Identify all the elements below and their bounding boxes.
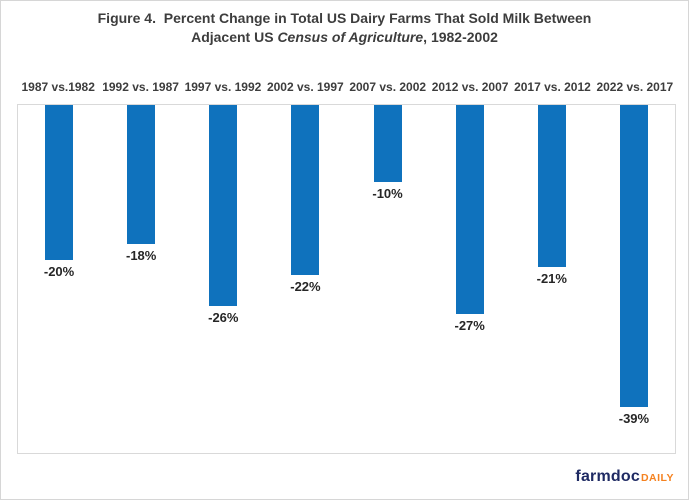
bar-value-label: -21%: [536, 271, 567, 287]
bar: [291, 105, 320, 276]
logo-daily-text: DAILY: [640, 472, 674, 484]
bar: [537, 105, 566, 268]
logo-farmdoc-text: farmdoc: [575, 468, 640, 485]
bar-value-label: -20%: [43, 263, 75, 279]
chart-title-line2-prefix: Adjacent US: [191, 28, 278, 45]
category-label: 2012 vs. 2007: [431, 80, 509, 94]
bar-slot: -22%: [264, 105, 346, 453]
category-label: 2007 vs. 2002: [349, 80, 427, 94]
bar-value-label: -18%: [126, 248, 157, 264]
bar-slot: -21%: [511, 105, 593, 453]
bar: [209, 105, 238, 307]
plot-area: -20% -18% -26% -22% -10% -27% -21% -39%: [17, 104, 676, 454]
bar-value-label: -10%: [372, 186, 403, 202]
bar: [455, 105, 484, 314]
bar-slot: -39%: [593, 105, 675, 453]
bar-value-label: -22%: [290, 279, 321, 295]
category-label: 2002 vs. 1997: [266, 80, 344, 94]
bar-slot: -20%: [18, 105, 100, 453]
bar: [45, 105, 74, 260]
bar: [127, 105, 156, 245]
bar-slot: -26%: [182, 105, 264, 453]
bar-value-label: -27%: [454, 317, 485, 333]
chart-title-line1: Figure 4. Percent Change in Total US Dai…: [97, 10, 592, 26]
chart-title-line2-suffix: , 1982-2002: [423, 28, 498, 45]
bar-slot: -10%: [347, 105, 429, 453]
bar: [373, 105, 402, 183]
bar-value-label: -26%: [208, 310, 239, 326]
bar-slot: -18%: [100, 105, 182, 453]
bar: [619, 105, 648, 407]
chart-title: Figure 4. Percent Change in Total US Dai…: [1, 9, 688, 47]
farmdoc-daily-logo: farmdoc DAILY: [575, 468, 674, 486]
category-row: 1987 vs.1982 1992 vs. 1987 1997 vs. 1992 20…: [17, 80, 676, 94]
bar-value-label: -39%: [618, 410, 650, 426]
chart-title-line2: Adjacent US Census of Agriculture, 1982-…: [1, 28, 688, 47]
category-label: 2022 vs. 2017: [596, 80, 674, 94]
chart-title-line2-italic: Census of Agriculture: [277, 28, 424, 45]
bar-slot: -27%: [429, 105, 511, 453]
category-label: 1997 vs. 1992: [184, 80, 262, 94]
category-label: 2017 vs. 2012: [514, 80, 591, 94]
category-label: 1987 vs.1982: [21, 80, 95, 94]
category-label: 1992 vs. 1987: [102, 80, 179, 94]
